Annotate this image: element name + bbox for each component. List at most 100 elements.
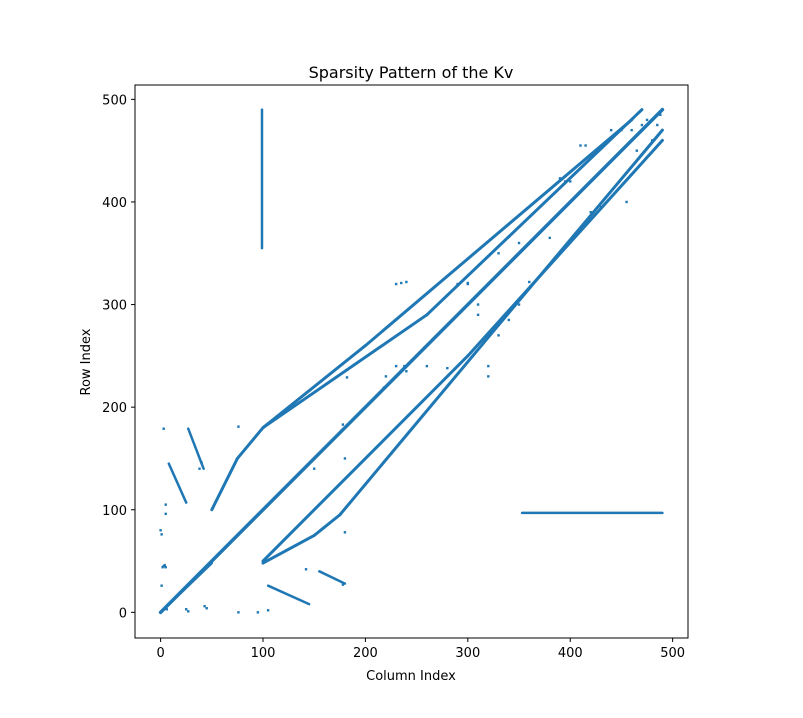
nonzero-point: [522, 293, 526, 296]
nonzero-point: [487, 375, 490, 378]
off-diagonal-band: [425, 108, 644, 317]
y-axis-label: Row Index: [79, 328, 94, 395]
nonzero-point: [659, 113, 662, 116]
nonzero-point: [198, 467, 201, 470]
x-tick-label: 400: [558, 646, 583, 661]
nonzero-point: [650, 139, 654, 142]
nonzero-point: [558, 177, 562, 180]
nonzero-point: [400, 281, 403, 285]
off-diagonal-band: [363, 118, 634, 348]
nonzero-point: [164, 566, 167, 569]
nonzero-point: [466, 282, 470, 286]
nonzero-point: [517, 303, 521, 306]
nonzero-point: [476, 303, 480, 306]
nonzero-point: [313, 467, 316, 470]
nonzero-point: [620, 128, 623, 132]
off-diagonal-band: [261, 344, 367, 430]
nonzero-segment: [167, 462, 188, 504]
data-marks: [158, 107, 665, 615]
nonzero-point: [384, 375, 388, 378]
x-tick-label: 0: [156, 646, 164, 661]
nonzero-point: [599, 205, 603, 209]
nonzero-point: [200, 461, 203, 464]
nonzero-segment: [159, 561, 214, 614]
nonzero-point: [304, 568, 308, 571]
x-tick-label: 300: [455, 646, 480, 661]
nonzero-point: [237, 425, 240, 428]
nonzero-point: [162, 427, 165, 430]
nonzero-point: [187, 610, 190, 613]
nonzero-point: [394, 364, 398, 368]
off-diagonal-band: [497, 128, 664, 327]
y-tick-label: 300: [102, 299, 127, 314]
nonzero-point: [425, 364, 429, 368]
nonzero-point: [185, 608, 188, 611]
y-axis-ticks: 0 100 200 300 400 500: [102, 93, 135, 621]
nonzero-point: [162, 564, 165, 568]
main-diagonal-band: [158, 107, 665, 615]
nonzero-point: [256, 611, 260, 614]
nonzero-point: [394, 282, 398, 286]
nonzero-point: [635, 149, 638, 152]
nonzero-point: [164, 503, 167, 506]
off-diagonal-band: [261, 354, 470, 563]
x-axis-ticks: 0 100 200 300 400 500: [156, 638, 685, 661]
nonzero-segment: [318, 570, 347, 585]
nonzero-point: [507, 235, 510, 239]
nonzero-point: [341, 423, 345, 426]
off-diagonal-band: [235, 426, 265, 460]
nonzero-point: [630, 128, 633, 132]
nonzero-point: [507, 318, 510, 322]
nonzero-point: [538, 231, 541, 234]
nonzero-point: [345, 376, 349, 379]
nonzero-point: [160, 584, 163, 587]
off-diagonal-band: [261, 313, 429, 430]
nonzero-point: [343, 457, 347, 460]
chart-title: Sparsity Pattern of the Kv: [309, 63, 514, 82]
y-tick-label: 0: [119, 606, 127, 621]
nonzero-point: [579, 144, 582, 147]
nonzero-point: [160, 533, 163, 536]
x-axis-label: Column Index: [366, 669, 456, 684]
off-diagonal-band: [261, 533, 316, 565]
plot-frame: [134, 84, 689, 639]
nonzero-point: [405, 280, 408, 284]
x-tick-label: 200: [353, 646, 378, 661]
nonzero-point: [266, 609, 270, 612]
off-diagonal-band: [312, 513, 342, 537]
y-tick-label: 500: [102, 93, 127, 108]
x-tick-label: 500: [660, 646, 685, 661]
nonzero-point: [382, 386, 386, 389]
nonzero-point: [379, 390, 382, 393]
nonzero-point: [625, 200, 628, 204]
nonzero-point: [661, 108, 664, 111]
nonzero-point: [165, 608, 168, 611]
nonzero-point: [589, 211, 592, 214]
nonzero-point: [403, 364, 406, 368]
nonzero-point: [159, 529, 162, 532]
nonzero-point: [237, 611, 240, 614]
x-tick-label: 100: [251, 646, 276, 661]
nonzero-point: [656, 123, 659, 127]
y-tick-label: 100: [102, 504, 127, 519]
nonzero-point: [343, 531, 347, 534]
nonzero-point: [497, 252, 500, 255]
nonzero-point: [203, 604, 206, 608]
nonzero-point: [548, 236, 551, 240]
nonzero-point: [487, 364, 490, 368]
nonzero-point: [569, 180, 572, 183]
nonzero-point: [645, 118, 649, 122]
nonzero-point: [446, 366, 449, 370]
nonzero-point: [640, 123, 644, 127]
nonzero-point: [456, 282, 459, 286]
nonzero-point: [497, 334, 500, 337]
nonzero-point: [205, 607, 208, 610]
nonzero-point: [584, 144, 587, 147]
y-tick-label: 400: [102, 196, 127, 211]
nonzero-point: [609, 128, 613, 132]
nonzero-point: [487, 282, 490, 286]
y-tick-label: 200: [102, 401, 127, 416]
